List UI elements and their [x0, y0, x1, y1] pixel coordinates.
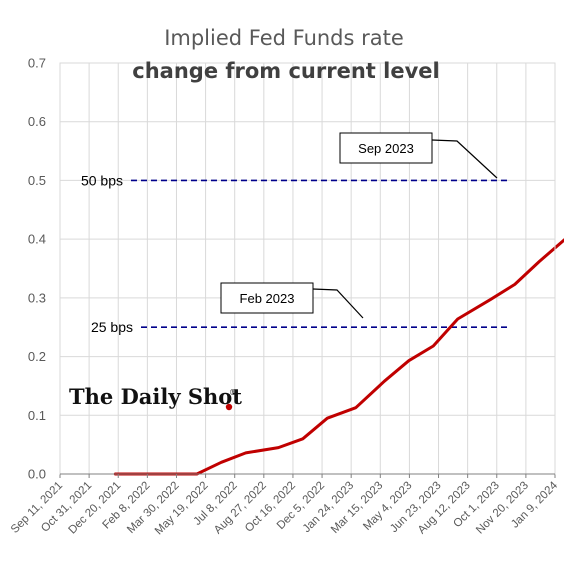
callout-box — [339, 132, 433, 164]
callout-label: Sep 2023 — [358, 141, 414, 156]
y-tick-label: 0.5 — [28, 173, 46, 188]
axes — [59, 62, 556, 478]
callouts: Sep 2023 Feb 2023 — [220, 132, 498, 319]
reference-label: 25 bps — [91, 319, 133, 335]
series-layer — [113, 238, 564, 476]
chart-title: Implied Fed Funds rate — [164, 26, 404, 50]
plot-frame — [59, 62, 556, 475]
callout-leader-line — [312, 288, 364, 319]
brand-text: The Daily Shot — [69, 384, 242, 409]
y-tick-label: 0.6 — [28, 114, 46, 129]
series-line — [113, 238, 564, 476]
chart-subtitle: change from current level — [132, 59, 439, 83]
brand-dot — [225, 403, 233, 411]
reference-lines: 50 bps 25 bps — [81, 172, 511, 335]
reference-label: 50 bps — [81, 172, 123, 188]
callout-box — [220, 282, 314, 314]
brand-registered-mark: ® — [229, 388, 237, 397]
y-tick-label: 0.2 — [28, 349, 46, 364]
y-tick-label: 0.3 — [28, 290, 46, 305]
callout-label: Feb 2023 — [240, 291, 295, 306]
y-tick-label: 0.7 — [28, 56, 46, 71]
callout-leader-line — [431, 139, 498, 179]
y-tick-label: 0.1 — [28, 408, 46, 423]
gridlines — [59, 62, 556, 474]
brand-watermark: The Daily Shot ® — [69, 384, 242, 411]
y-tick-label: 0.4 — [28, 232, 46, 247]
y-tick-label: 0.0 — [28, 467, 46, 482]
